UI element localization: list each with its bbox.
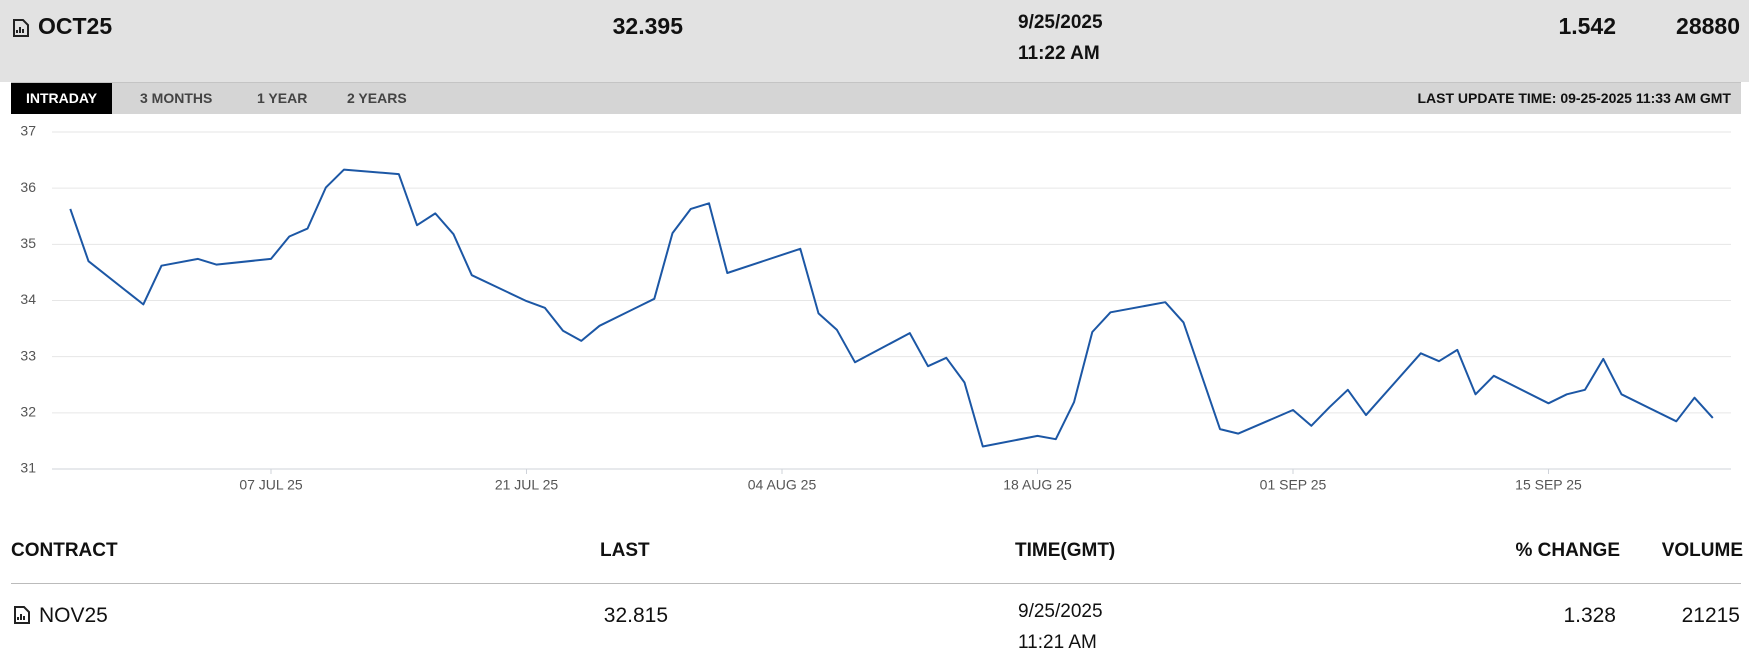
contract[interactable]: NOV25: [39, 604, 108, 627]
tab-bar: INTRADAY 3 MONTHS 1 YEAR 2 YEARS LAST UP…: [11, 82, 1741, 114]
y-tick-label: 36: [20, 179, 36, 195]
y-tick-label: 37: [20, 123, 36, 139]
y-tick-label: 35: [20, 235, 36, 251]
y-tick-label: 33: [20, 347, 36, 363]
doc-icon: [14, 606, 30, 624]
column-header: CONTRACT: [11, 540, 118, 561]
change: 1.328: [1563, 604, 1616, 627]
x-tick-label: 15 SEP 25: [1515, 477, 1582, 493]
chart: 31 32 33 34 35 36 37 07 JUL 25 21 JUL 25 04 AUG 2…: [20, 123, 1731, 493]
volume: 21215: [1681, 604, 1740, 627]
divider: [11, 583, 1741, 584]
volume: 28880: [1676, 13, 1740, 39]
last-price: 32.395: [612, 13, 683, 39]
column-header: TIME(GMT): [1015, 540, 1116, 561]
tab[interactable]: 3 MONTHS: [140, 90, 213, 106]
tab[interactable]: INTRADAY: [11, 83, 113, 114]
contract[interactable]: OCT25: [38, 13, 113, 39]
tab[interactable]: 1 YEAR: [257, 90, 308, 106]
x-tick-label: 21 JUL 25: [495, 477, 559, 493]
x-tick-label: 07 JUL 25: [239, 477, 303, 493]
time: 11:22 AM: [1018, 43, 1100, 64]
x-tick-label: 04 AUG 25: [748, 477, 817, 493]
x-tick-label: 01 SEP 25: [1260, 477, 1327, 493]
header-bar: [0, 0, 1749, 82]
date: 9/25/2025: [1018, 12, 1103, 33]
y-tick-label: 32: [20, 404, 36, 420]
time: 11:21 AM: [1018, 632, 1097, 653]
date: 9/25/2025: [1018, 601, 1103, 622]
y-tick-label: 31: [20, 460, 36, 476]
column-header: LAST: [600, 540, 650, 561]
column-header: VOLUME: [1661, 540, 1743, 561]
doc-icon: [13, 19, 29, 37]
tab[interactable]: 2 YEARS: [347, 90, 407, 106]
x-tick-label: 18 AUG 25: [1003, 477, 1072, 493]
change: 1.542: [1558, 13, 1616, 39]
column-header: % CHANGE: [1515, 540, 1620, 561]
price-line: [69, 168, 1714, 448]
y-tick-label: 34: [20, 291, 36, 307]
last-price: 32.815: [603, 604, 668, 627]
last-update: LAST UPDATE TIME: 09-25-2025 11:33 AM GM…: [1417, 90, 1731, 106]
